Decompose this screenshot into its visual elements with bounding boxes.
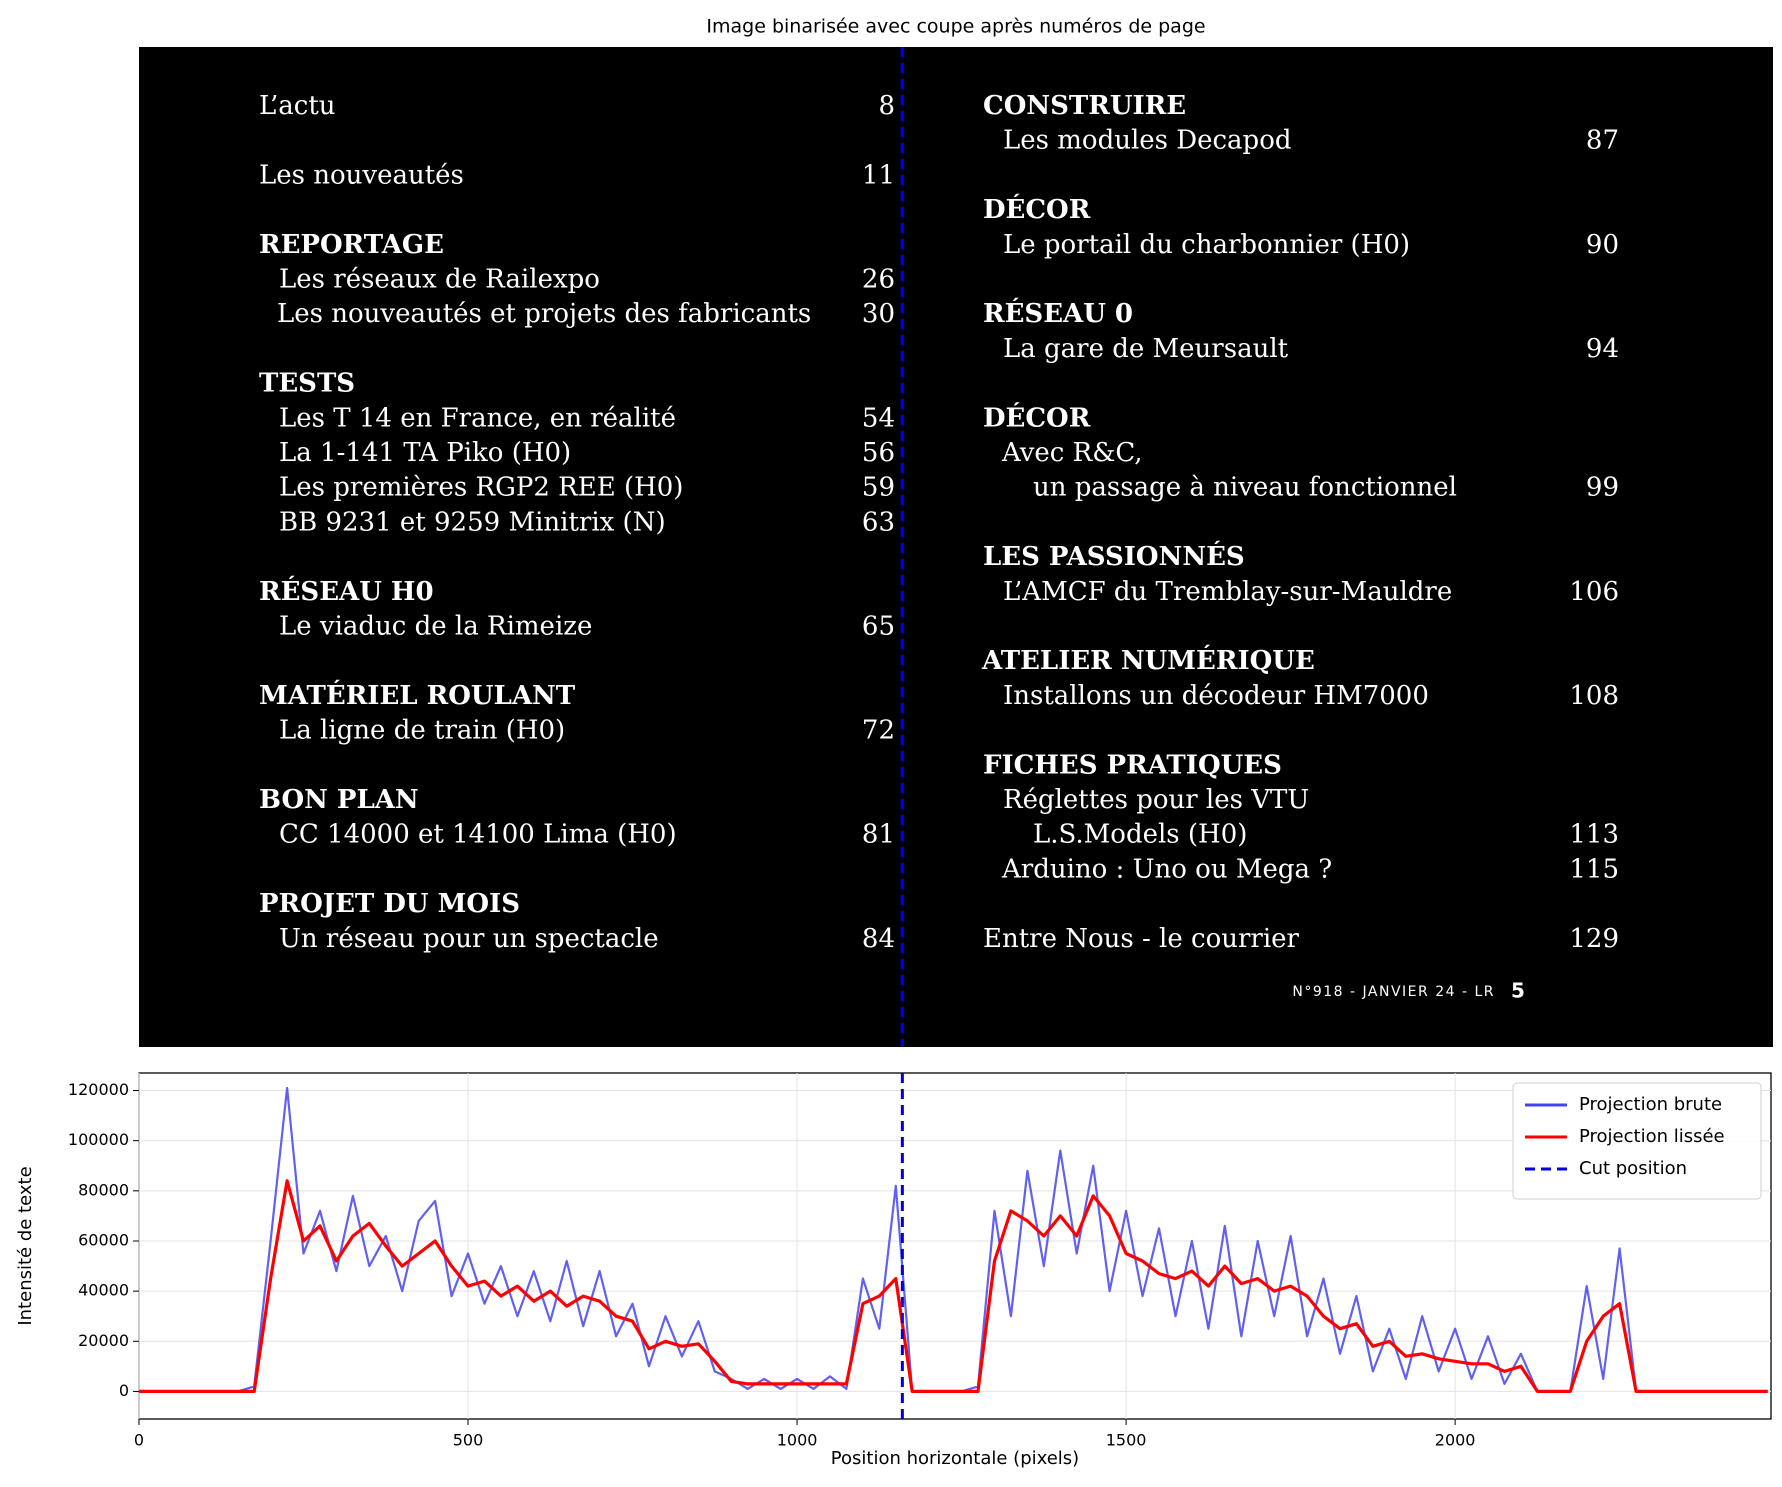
toc-page: 94	[1586, 334, 1619, 364]
toc-entry: Le portail du charbonnier (H0)	[1003, 230, 1410, 260]
toc-heading: LES PASSIONNÉS	[983, 540, 1245, 572]
x-tick-label: 2000	[1435, 1431, 1476, 1450]
toc-page: 115	[1569, 854, 1619, 884]
toc-page: 56	[862, 438, 895, 468]
legend-label: Projection brute	[1579, 1094, 1722, 1115]
legend-label: Cut position	[1579, 1158, 1687, 1179]
toc-page: 65	[862, 612, 895, 642]
series-line	[139, 1179, 1768, 1394]
toc-page: 90	[1586, 230, 1619, 260]
y-tick-label: 120000	[68, 1080, 129, 1099]
toc-entry: Les nouveautés	[259, 160, 464, 190]
y-tick-label: 100000	[68, 1130, 129, 1149]
toc-heading: CONSTRUIRE	[983, 91, 1186, 121]
toc-page: 99	[1586, 473, 1619, 503]
toc-entry: L’actu	[259, 91, 336, 121]
toc-page: 108	[1569, 681, 1619, 711]
x-tick-label: 0	[134, 1431, 144, 1450]
y-axis-label: Intensité de texte	[15, 1166, 36, 1325]
y-tick-label: 60000	[78, 1230, 129, 1249]
y-tick-label: 80000	[78, 1180, 129, 1199]
toc-entry: un passage à niveau fonctionnel	[1033, 473, 1457, 503]
toc-heading: RÉSEAU 0	[983, 297, 1133, 329]
y-tick-label: 0	[119, 1381, 129, 1400]
y-tick-label: 40000	[78, 1281, 129, 1300]
toc-entry: Les modules Decapod	[1003, 126, 1292, 156]
toc-entry: L’AMCF du Tremblay-sur-Mauldre	[1003, 577, 1452, 607]
toc-entry: La gare de Meursault	[1003, 334, 1289, 364]
toc-entry: La ligne de train (H0)	[279, 716, 565, 746]
toc-heading: TESTS	[259, 369, 355, 399]
toc-page: 30	[862, 299, 895, 329]
toc-heading: PROJET DU MOIS	[259, 889, 520, 919]
x-tick-label: 1500	[1106, 1431, 1147, 1450]
toc-page: 63	[862, 507, 895, 537]
toc-page: 106	[1569, 577, 1619, 607]
legend-label: Projection lissée	[1579, 1126, 1725, 1147]
toc-entry: Les nouveautés et projets des fabricants	[277, 299, 811, 329]
toc-heading: BON PLAN	[259, 785, 419, 815]
toc-page: 72	[862, 716, 895, 746]
footer-page: 5	[1511, 979, 1525, 1003]
toc-heading: DÉCOR	[983, 401, 1091, 433]
toc-heading: DÉCOR	[983, 193, 1091, 225]
toc-heading: RÉSEAU H0	[259, 575, 434, 607]
toc-entry: Le viaduc de la Rimeize	[279, 612, 592, 642]
toc-page: 54	[862, 403, 895, 433]
toc-heading: MATÉRIEL ROULANT	[259, 679, 576, 711]
toc-page: 81	[862, 820, 895, 850]
toc-entry: Un réseau pour un spectacle	[279, 924, 659, 954]
toc-entry: BB 9231 et 9259 Minitrix (N)	[279, 507, 666, 537]
toc-page: 11	[862, 160, 895, 190]
toc-entry: Les réseaux de Railexpo	[279, 265, 600, 295]
toc-heading: FICHES PRATIQUES	[983, 750, 1282, 780]
toc-entry: Arduino : Uno ou Mega ?	[1001, 854, 1332, 884]
toc-entry: Avec R&C,	[1001, 438, 1143, 468]
toc-entry: Installons un décodeur HM7000	[1003, 681, 1429, 711]
footer: N°918 - JANVIER 24 - LR	[1292, 984, 1495, 1000]
toc-entry: Les T 14 en France, en réalité	[279, 403, 676, 433]
toc-page: 84	[862, 924, 895, 954]
y-tick-label: 20000	[78, 1331, 129, 1350]
toc-heading: ATELIER NUMÉRIQUE	[981, 644, 1315, 676]
toc-heading: REPORTAGE	[259, 230, 444, 260]
binarized-image	[139, 47, 1773, 1047]
toc-entry: Les premières RGP2 REE (H0)	[279, 473, 683, 503]
toc-entry: L.S.Models (H0)	[1033, 820, 1247, 850]
toc-page: 113	[1569, 820, 1619, 850]
image-title: Image binarisée avec coupe après numéros…	[706, 16, 1205, 38]
toc-entry: Réglettes pour les VTU	[1003, 785, 1309, 815]
toc-page: 87	[1586, 126, 1619, 156]
x-axis-label: Position horizontale (pixels)	[831, 1448, 1079, 1469]
toc-entry: CC 14000 et 14100 Lima (H0)	[279, 820, 677, 850]
toc-page: 8	[878, 91, 895, 121]
x-tick-label: 1000	[777, 1431, 818, 1450]
toc-page: 129	[1569, 924, 1619, 954]
x-tick-label: 500	[453, 1431, 484, 1450]
toc-entry: La 1-141 TA Piko (H0)	[279, 438, 571, 468]
toc-entry: Entre Nous - le courrier	[983, 924, 1300, 954]
toc-page: 26	[862, 265, 895, 295]
legend-box	[1512, 1082, 1762, 1200]
toc-page: 59	[862, 473, 895, 503]
